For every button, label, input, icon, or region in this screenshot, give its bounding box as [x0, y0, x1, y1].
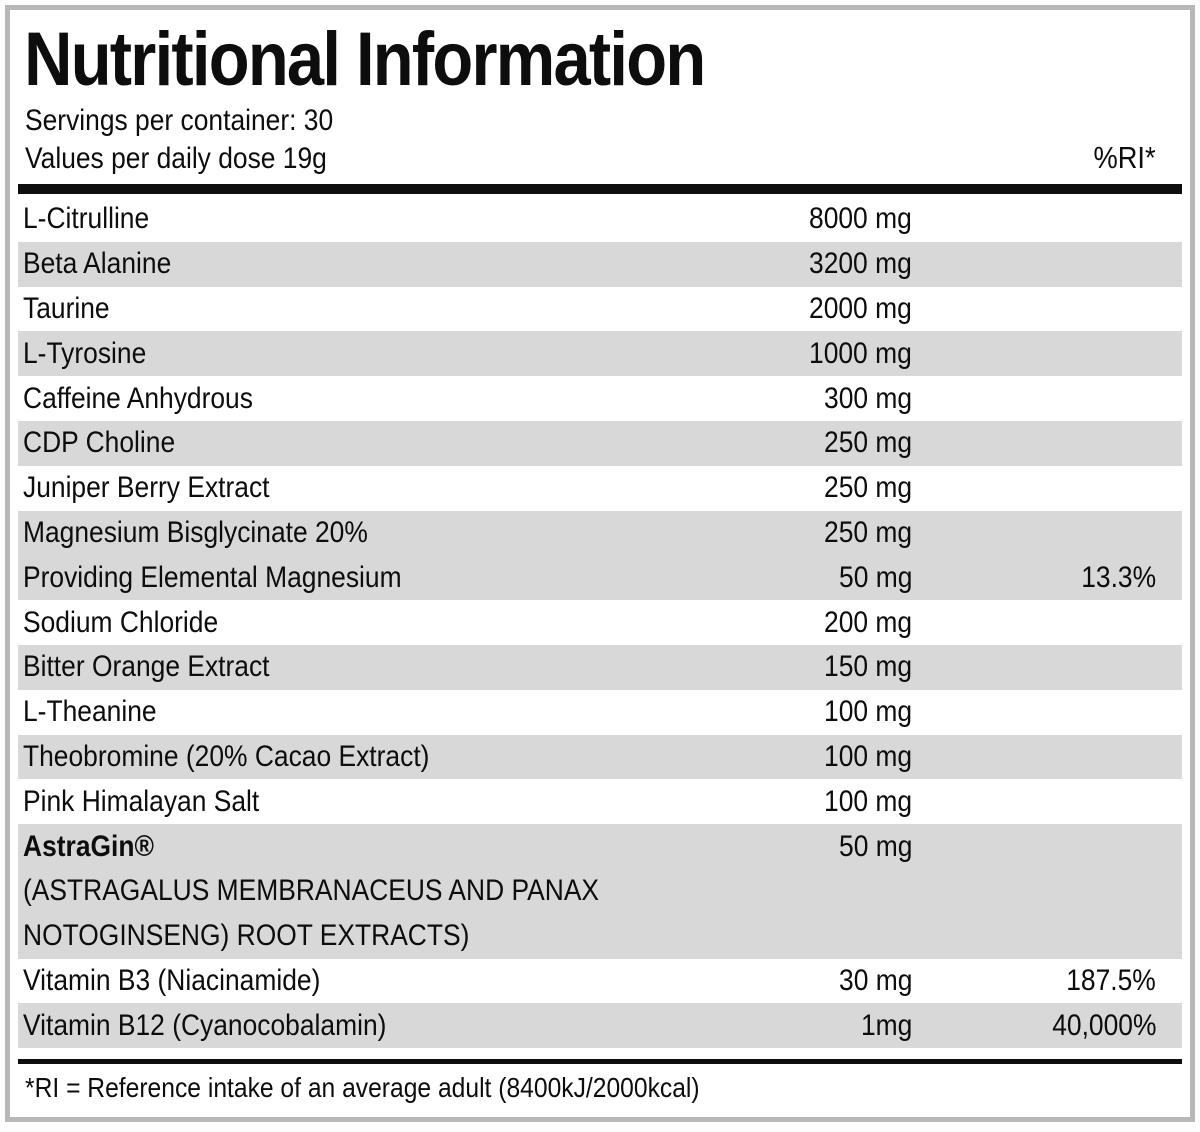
ingredient-ri: [912, 650, 1182, 684]
ingredient-name: Vitamin B12 (Cyanocobalamin): [23, 1008, 387, 1042]
ingredient-ri: 187.5%: [1066, 963, 1156, 997]
servings-line: Servings per container: 30: [18, 102, 1182, 139]
page-title: Nutritional Information: [24, 17, 706, 102]
ingredient-amount: 3200 mg: [809, 247, 912, 281]
ingredient-amount: 50 mg: [838, 829, 912, 863]
ingredient-amount: 300 mg: [823, 381, 912, 415]
ingredient-name: Theobromine (20% Cacao Extract): [23, 739, 430, 773]
ingredient-amount: 100 mg: [823, 784, 912, 818]
ingredient-amount: 8000 mg: [809, 202, 912, 236]
ingredient-name: Taurine: [23, 291, 110, 325]
ingredient-ri: [912, 695, 1182, 729]
table-row: Sodium Chloride 200 mg: [18, 600, 1182, 645]
ingredient-ri: [912, 606, 1182, 640]
nutrition-label-inner: Nutritional Information Servings per con…: [10, 10, 1190, 1117]
table-row: Bitter Orange Extract 150 mg: [18, 644, 1182, 690]
ingredient-name: L-Citrulline: [23, 202, 150, 236]
ingredient-ri: [912, 292, 1182, 326]
ingredient-ri: [912, 740, 1182, 774]
ingredient-amount: 2000 mg: [809, 291, 912, 325]
ri-column-header: %RI*: [1093, 140, 1156, 175]
table-row: Theobromine (20% Cacao Extract) 100 mg: [18, 734, 1182, 780]
table-row: Taurine 2000 mg: [18, 287, 1182, 332]
ingredient-ri: [912, 516, 1182, 550]
ingredient-name: AstraGin®: [23, 829, 154, 863]
ingredient-name: L-Theanine: [23, 695, 157, 729]
ingredient-name: Vitamin B3 (Niacinamide): [23, 963, 321, 997]
servings-text: Servings per container: 30: [25, 104, 334, 137]
ingredient-ri: 13.3%: [1081, 560, 1156, 594]
ingredient-name: L-Tyrosine: [23, 336, 147, 370]
ingredient-ri: 40,000%: [1051, 1008, 1156, 1042]
ingredient-ri: [912, 382, 1182, 416]
table-row: L-Tyrosine 1000 mg: [18, 331, 1182, 377]
table-row-astragin: AstraGin® 50 mg (ASTRAGALUS MEMBRANACEUS…: [18, 824, 1182, 959]
table-row: Pink Himalayan Salt 100 mg: [18, 779, 1182, 824]
dose-line: Values per daily dose 19g %RI*: [18, 139, 1182, 177]
ingredient-amount: 30 mg: [838, 963, 912, 997]
dose-text: Values per daily dose 19g: [25, 142, 327, 175]
ingredient-amount: 1mg: [860, 1008, 912, 1042]
ingredient-amount: 150 mg: [823, 650, 912, 684]
ingredient-ri: [912, 785, 1182, 819]
ingredient-name: Beta Alanine: [23, 247, 172, 281]
ingredient-name: Pink Himalayan Salt: [23, 784, 260, 818]
nutrition-label: Nutritional Information Servings per con…: [5, 5, 1195, 1122]
ingredient-name: Caffeine Anhydrous: [23, 381, 253, 415]
ingredient-amount: 250 mg: [823, 515, 912, 549]
footer-divider: [18, 1059, 1182, 1065]
ingredient-ri: [912, 830, 1182, 864]
table-row: Providing Elemental Magnesium 50 mg 13.3…: [18, 555, 1182, 601]
ingredient-amount: 250 mg: [823, 426, 912, 460]
table-row: CDP Choline 250 mg: [18, 420, 1182, 466]
ingredient-note-line: NOTOGINSENG) ROOT EXTRACTS): [23, 919, 470, 953]
ingredient-ri: [912, 471, 1182, 505]
ingredient-amount: 1000 mg: [809, 336, 912, 370]
ingredient-amount: 100 mg: [823, 695, 912, 729]
reference-intake-footnote: *RI = Reference intake of an average adu…: [25, 1072, 700, 1104]
table-row: Beta Alanine 3200 mg: [18, 241, 1182, 287]
table-row: Juniper Berry Extract 250 mg: [18, 466, 1182, 511]
table-row: L-Theanine 100 mg: [18, 690, 1182, 735]
table-row: Caffeine Anhydrous 300 mg: [18, 376, 1182, 421]
ingredient-name: Bitter Orange Extract: [23, 650, 270, 684]
ingredient-amount: 100 mg: [823, 739, 912, 773]
table-row: AstraGin® 50 mg: [18, 824, 1182, 869]
table-row: L-Citrulline 8000 mg: [18, 197, 1182, 242]
ingredient-note-line: (ASTRAGALUS MEMBRANACEUS AND PANAX: [23, 874, 600, 908]
ingredient-table: L-Citrulline 8000 mg Beta Alanine 3200 m…: [18, 197, 1182, 1049]
ingredient-name: Juniper Berry Extract: [23, 471, 270, 505]
ingredient-amount: 250 mg: [823, 471, 912, 505]
ingredient-name: Sodium Chloride: [23, 605, 219, 639]
ingredient-name: Magnesium Bisglycinate 20%: [23, 515, 368, 549]
ingredient-ri: [912, 337, 1182, 371]
ingredient-ri: [912, 426, 1182, 460]
ingredient-ri: [912, 202, 1182, 236]
table-row: Magnesium Bisglycinate 20% 250 mg: [18, 510, 1182, 556]
table-row: Vitamin B3 (Niacinamide) 30 mg 187.5%: [18, 959, 1182, 1004]
ingredient-amount: 200 mg: [823, 605, 912, 639]
header-divider: [18, 184, 1182, 194]
ingredient-amount: 50 mg: [838, 560, 912, 594]
ingredient-name: CDP Choline: [23, 426, 176, 460]
table-row: Vitamin B12 (Cyanocobalamin) 1mg 40,000%: [18, 1003, 1182, 1049]
ingredient-name: Providing Elemental Magnesium: [23, 560, 402, 594]
ingredient-ri: [912, 247, 1182, 281]
